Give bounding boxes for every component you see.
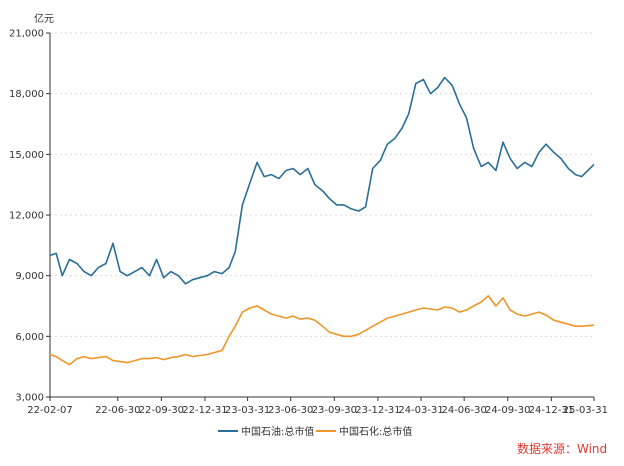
x-tick-label: 23-03-31 [225,405,270,416]
x-tick-label: 22-12-31 [182,405,227,416]
y-axis-ticks: 3,000 6,000 9,000 12,000 15,000 18,000 21,000 [9,29,50,404]
series-line-cnpc [49,76,595,285]
x-tick-label: 23-12-31 [355,405,400,416]
y-tick-label: 18,000 [9,89,44,100]
x-axis-ticks: 22-02-07 22-06-3022-09-3022-12-3123-03-31… [27,397,608,416]
y-tick-label: 3,000 [15,393,44,404]
x-tick-label: 24-12-31 [529,405,574,416]
x-tick-label: 22-06-30 [95,405,140,416]
x-tick-label: 24-03-31 [398,405,443,416]
y-tick-label: 12,000 [9,211,44,222]
y-axis-unit-label: 亿元 [34,12,54,25]
grid-lines [50,32,594,337]
legend-label-cnpc: 中国石油:总市值 [241,425,314,438]
y-tick-label: 6,000 [15,332,44,343]
x-tick-label: 25-03-31 [563,405,608,416]
y-tick-label: 21,000 [9,29,44,40]
series-line-sinopec [49,295,595,366]
x-tick-label: 24-09-30 [485,405,530,416]
x-tick-label: 23-06-30 [268,405,313,416]
x-tick-label: 23-09-30 [312,405,357,416]
y-tick-label: 9,000 [15,271,44,282]
x-tick-label: 22-09-30 [139,405,184,416]
x-tick-label: 22-02-07 [27,405,72,416]
series-lines [49,76,595,366]
legend: 中国石油:总市值 中国石化:总市值 [218,425,412,438]
x-tick-label: 24-06-30 [441,405,486,416]
y-tick-label: 15,000 [9,150,44,161]
data-source-label: 数据来源：Wind [517,441,607,456]
legend-label-sinopec: 中国石化:总市值 [339,425,412,438]
